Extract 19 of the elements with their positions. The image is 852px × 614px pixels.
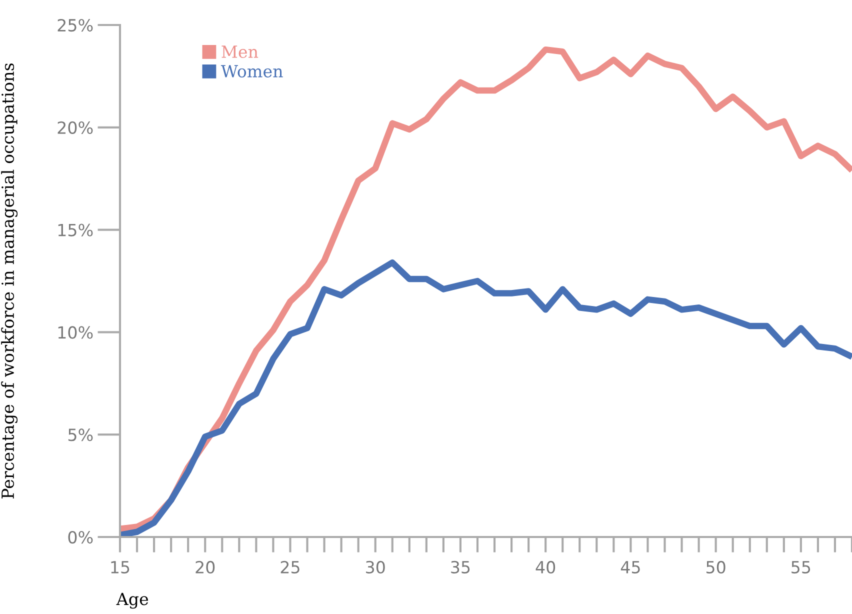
x-tick-label: 40 [536,560,556,574]
x-tick-label: 50 [706,560,726,574]
x-tick-label: 30 [366,560,385,574]
x-tick-label: 55 [792,561,810,574]
x-tick-label: 35 [451,560,470,574]
x-tick-label: 45 [620,561,640,574]
x-tick-label: 25 [280,560,300,574]
legend-label: Men [222,46,258,58]
x-axis-title: Age [116,592,148,609]
y-tick-label: 20% [58,121,93,134]
x-tick-label: 20 [196,560,215,574]
y-tick-label: 10% [58,326,93,339]
y-tick-label: 15% [58,224,93,236]
legend-label: Women [220,65,283,78]
y-tick-label: 25% [58,18,93,32]
y-tick-label: 5% [68,428,93,442]
x-tick-label: 15 [111,561,130,574]
y-axis-title: Percentage of workforce in managerial occupations [1,63,18,498]
y-tick-label: 0% [68,530,93,544]
